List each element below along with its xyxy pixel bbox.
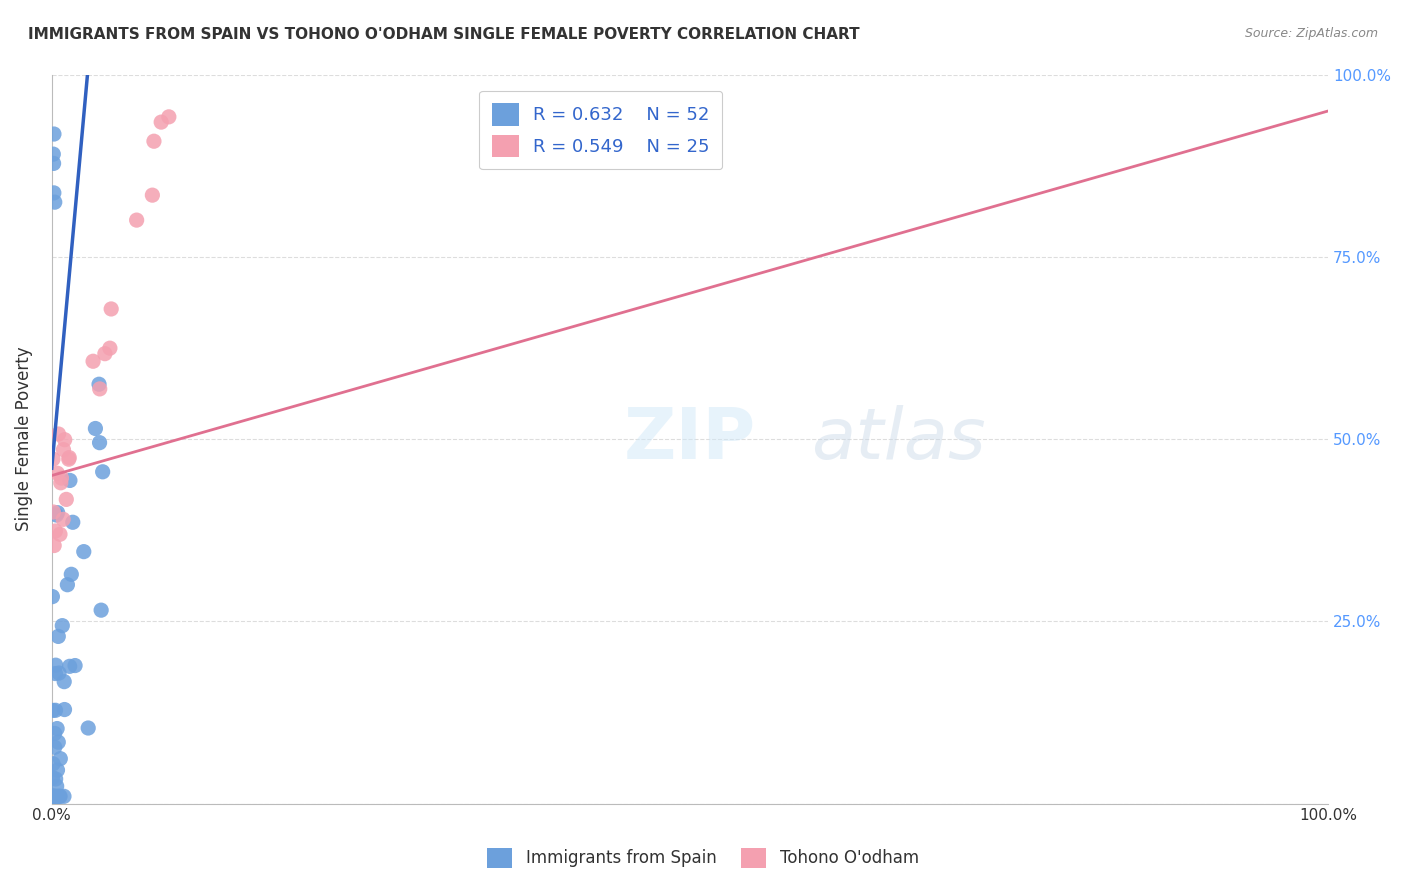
Point (42, 505, 65, 519)
Point (44, 789, 66, 804)
Point (48, 427, 70, 442)
Point (46, 467, 69, 481)
Point (44, 703, 66, 717)
Point (89, 382, 111, 396)
Point (87, 377, 110, 392)
Point (55, 492, 77, 507)
Point (56, 578, 79, 592)
Point (44, 539, 66, 553)
Point (52, 789, 75, 804)
Point (141, 188, 163, 202)
Point (44, 740, 66, 755)
Point (82, 354, 104, 368)
Point (45, 789, 67, 804)
Point (48, 666, 70, 681)
Point (49, 789, 72, 804)
Point (42, 186, 65, 200)
Point (42, 789, 65, 804)
Point (44, 195, 66, 210)
Point (51, 471, 73, 485)
Point (60, 567, 83, 582)
Point (42, 789, 65, 804)
Point (91, 465, 114, 479)
Point (41, 789, 63, 804)
Point (42, 756, 65, 771)
Point (41, 703, 63, 717)
Point (58, 450, 80, 465)
Point (59, 659, 82, 673)
Point (42, 127, 65, 141)
Point (41, 789, 63, 804)
Point (49, 527, 72, 541)
Point (94, 346, 117, 360)
Point (157, 110, 180, 124)
Point (46, 763, 69, 777)
Point (46, 789, 69, 804)
Point (53, 702, 76, 716)
Text: atlas: atlas (811, 405, 986, 474)
Point (89, 435, 111, 450)
Point (44, 524, 66, 538)
Point (100, 301, 122, 316)
Point (90, 603, 112, 617)
Point (42, 789, 65, 804)
Point (41, 590, 63, 604)
Point (62, 516, 84, 530)
Text: ZIP: ZIP (624, 405, 756, 474)
Point (46, 722, 69, 736)
Point (52, 442, 75, 457)
Legend: Immigrants from Spain, Tohono O'odham: Immigrants from Spain, Tohono O'odham (481, 841, 925, 875)
Point (59, 474, 82, 488)
Point (77, 721, 100, 735)
Point (42, 452, 65, 467)
Text: Source: ZipAtlas.com: Source: ZipAtlas.com (1244, 27, 1378, 40)
Point (46, 629, 69, 643)
Point (58, 452, 80, 467)
Point (73, 544, 96, 558)
Point (45, 508, 67, 522)
Point (45, 779, 67, 793)
Point (49, 751, 72, 765)
Point (45, 658, 67, 673)
Point (49, 475, 72, 490)
Point (44, 666, 66, 681)
Point (84, 421, 107, 435)
Point (42, 147, 65, 161)
Point (150, 115, 173, 129)
Point (53, 433, 76, 447)
Legend: R = 0.632    N = 52, R = 0.549    N = 25: R = 0.632 N = 52, R = 0.549 N = 25 (479, 91, 723, 169)
Point (63, 658, 86, 673)
Point (98, 341, 121, 355)
Point (48, 789, 70, 804)
Point (46, 735, 69, 749)
Point (53, 674, 76, 689)
Point (41, 771, 63, 785)
Point (51, 618, 73, 632)
Point (142, 134, 165, 148)
Point (44, 789, 66, 804)
Point (44, 726, 66, 740)
Point (52, 512, 75, 526)
Point (46, 506, 69, 520)
Y-axis label: Single Female Poverty: Single Female Poverty (15, 347, 32, 532)
Point (42, 156, 65, 170)
Point (125, 213, 148, 227)
Text: IMMIGRANTS FROM SPAIN VS TOHONO O'ODHAM SINGLE FEMALE POVERTY CORRELATION CHART: IMMIGRANTS FROM SPAIN VS TOHONO O'ODHAM … (28, 27, 859, 42)
Point (45, 772, 67, 786)
